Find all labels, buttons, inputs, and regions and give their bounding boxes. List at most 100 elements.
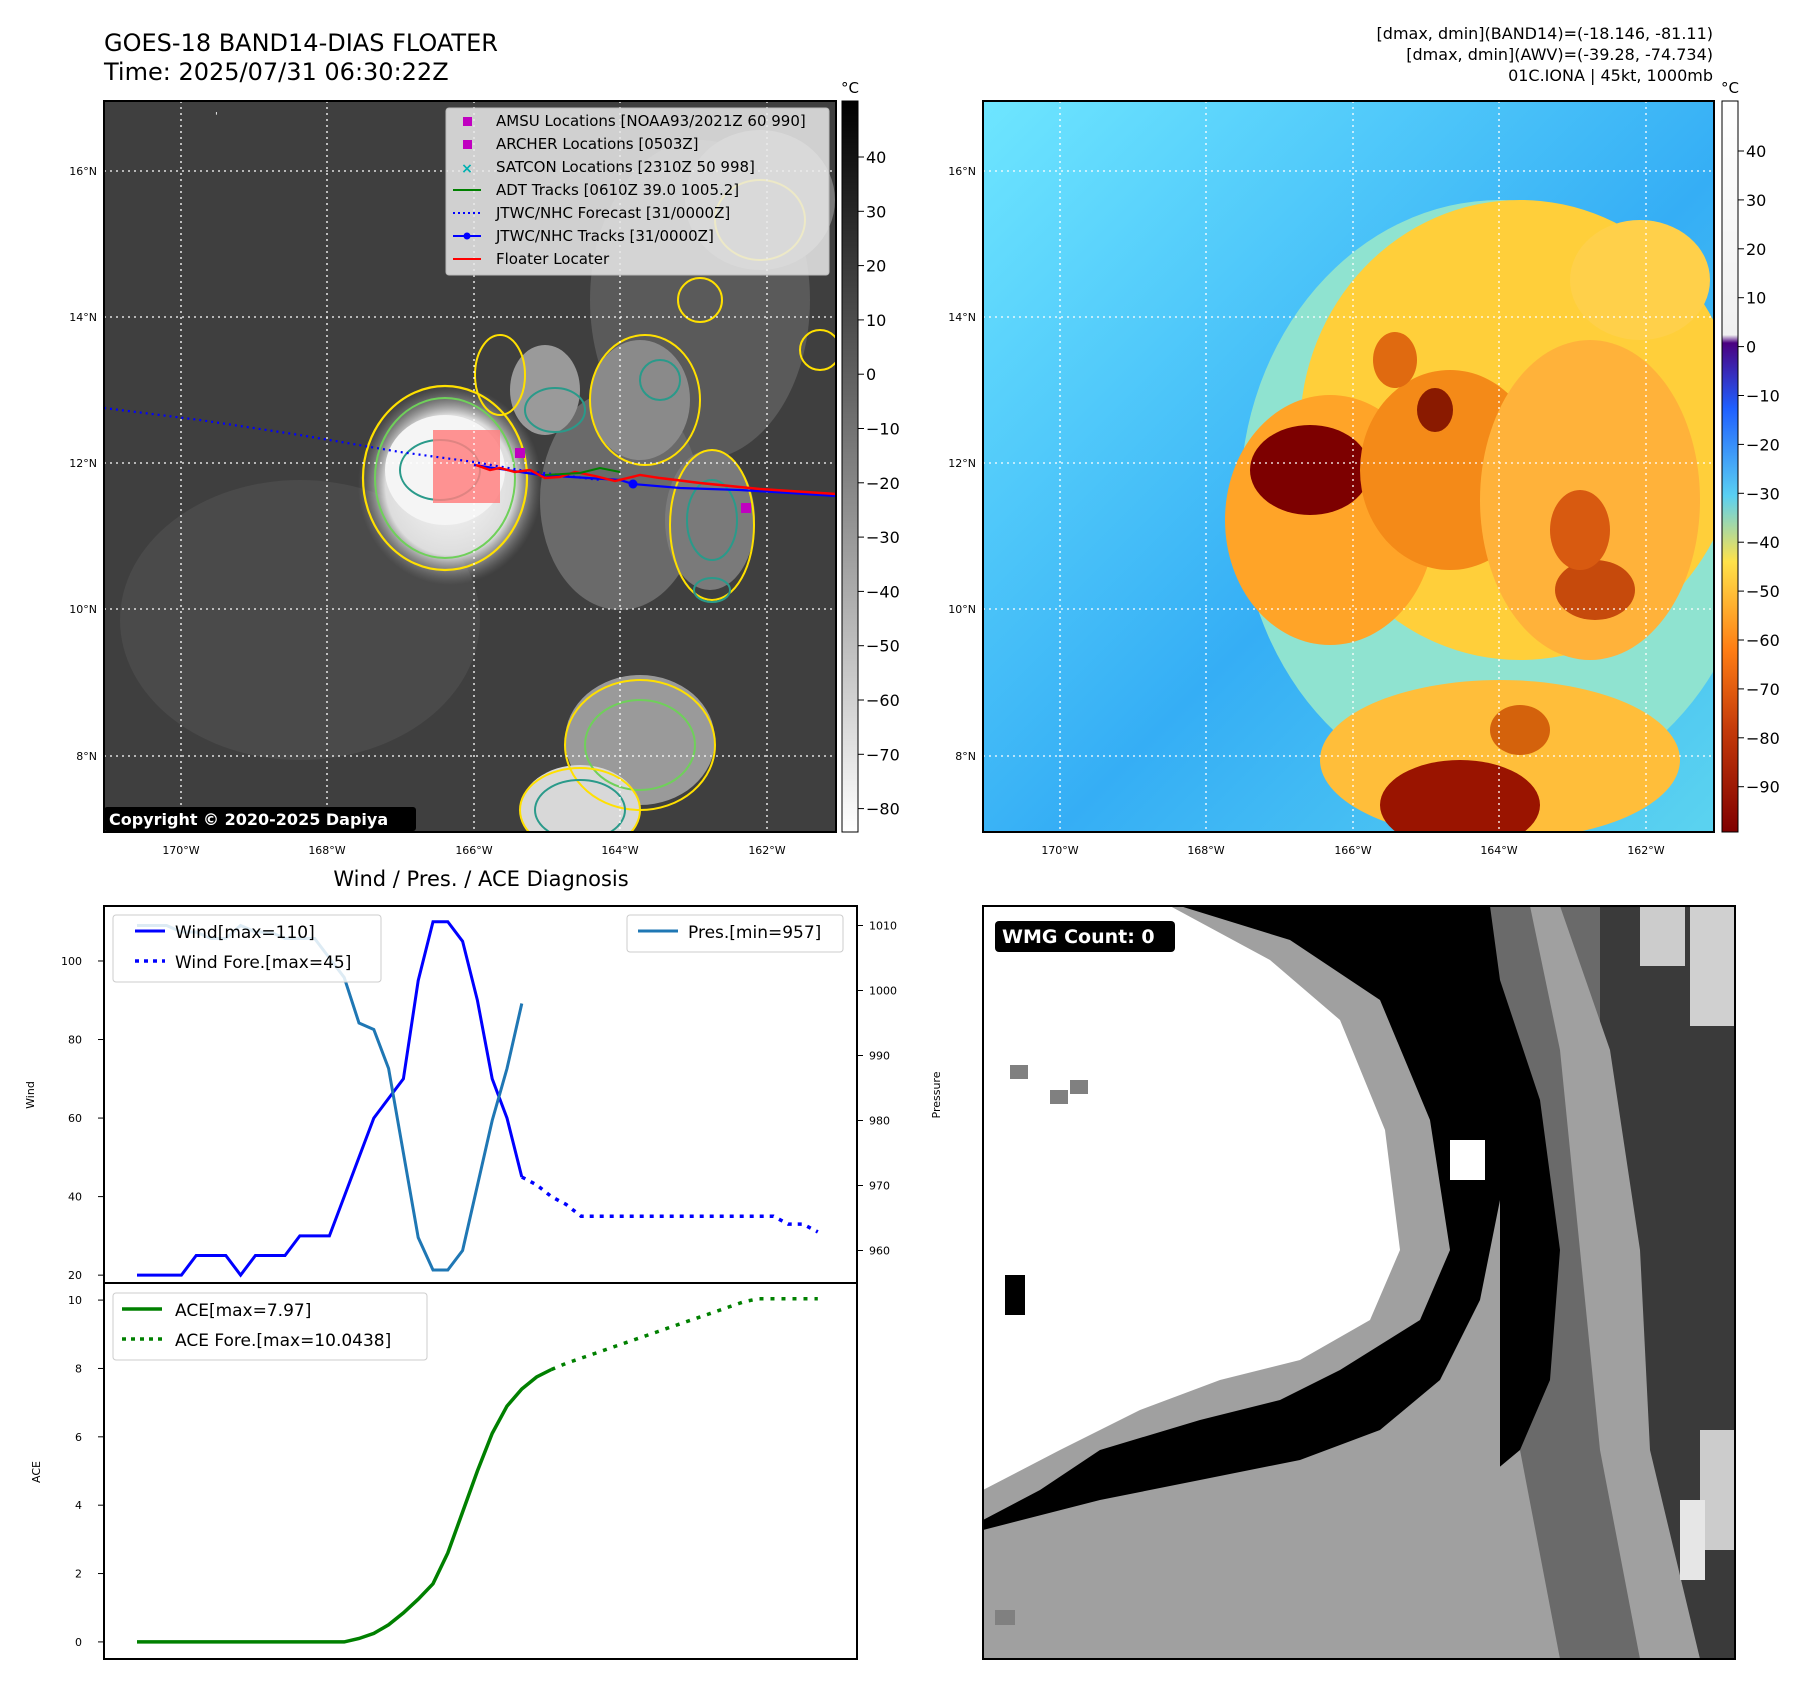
svg-text:16°N: 16°N	[69, 165, 97, 178]
jtwc-track-line	[473, 463, 836, 498]
pressure-ytick-label: 960	[869, 1245, 890, 1258]
legend-wind: Wind[max=110]	[175, 923, 315, 943]
archer-marker	[741, 503, 751, 513]
floater-locater-line	[475, 463, 836, 496]
ace-legend	[112, 1292, 428, 1361]
wind-legend	[112, 914, 382, 983]
awv-colorbar-tick-label: 0	[1746, 338, 1756, 357]
awv-colorbar-tick-label: −10	[1746, 387, 1780, 406]
track-point-marker	[628, 479, 638, 489]
ir-colorbar-tick-label: −10	[866, 420, 900, 439]
copyright-box	[104, 807, 416, 831]
ir-colorbar-tick-label: −50	[866, 637, 900, 656]
ace-ytick-label: 2	[75, 1568, 82, 1581]
svg-text:14°N: 14°N	[948, 311, 976, 324]
svg-text:170°W: 170°W	[162, 844, 199, 857]
ir-colorbar	[841, 100, 859, 833]
band14-range: [dmax, dmin](BAND14)=(-18.146, -81.11)	[1377, 24, 1713, 43]
svg-text:168°W: 168°W	[308, 844, 345, 857]
legend-forecast: JTWC/NHC Forecast [31/0000Z]	[495, 204, 730, 222]
storm-info: 01C.IONA | 45kt, 1000mb	[1508, 66, 1713, 85]
ace-series-line	[137, 1367, 553, 1644]
awv-colorbar-tick-label: −60	[1746, 631, 1780, 650]
legend-ace-forecast: ACE Fore.[max=10.0438]	[175, 1331, 391, 1351]
awv-lat-labels: 16°N 14°N 12°N 10°N 8°N	[948, 165, 976, 763]
svg-text:8°N: 8°N	[76, 750, 97, 763]
awv-colorbar-unit: °C	[1721, 79, 1739, 97]
awv-lon-labels: 170°W 168°W 166°W 164°W 162°W	[1041, 844, 1664, 857]
ir-colorbar-tick-label: −20	[866, 474, 900, 493]
ir-lat-labels: 16°N 14°N 12°N 10°N 8°N	[69, 165, 97, 763]
legend-adt: ADT Tracks [0610Z 39.0 1005.2]	[496, 181, 739, 199]
wmg-count-badge	[995, 921, 1175, 952]
wind-ylabel: Wind	[24, 1081, 37, 1109]
forecast-track-line	[104, 406, 601, 482]
diagnosis-title: Wind / Pres. / ACE Diagnosis	[333, 867, 628, 891]
wind-ytick-label: 20	[68, 1269, 82, 1282]
ir-colorbar-tick-label: 20	[866, 257, 886, 276]
ir-colorbar-tick-label: 10	[866, 311, 886, 330]
adt-track-line	[544, 466, 621, 476]
wind-forecast-series-line	[520, 1175, 819, 1234]
pressure-ytick-label: 970	[869, 1180, 890, 1193]
figure-time: Time: 2025/07/31 06:30:22Z	[103, 58, 449, 86]
svg-text:16°N: 16°N	[948, 165, 976, 178]
ace-ylabel: ACE	[30, 1461, 43, 1483]
ace-ytick-label: 10	[68, 1294, 82, 1307]
ir-colorbar-tick-label: −40	[866, 582, 900, 601]
awv-colorbar-tick-label: 20	[1746, 240, 1766, 259]
awv-colorbar-tick-label: −20	[1746, 435, 1780, 454]
ir-colorbar-tick-label: 0	[866, 365, 876, 384]
ir-map-panel: ' AMSU Locations [NOAA93/2021Z 60 990] A…	[69, 79, 900, 857]
legend-archer: ARCHER Locations [0503Z]	[496, 135, 699, 153]
awv-colorbar-tick-label: −80	[1746, 729, 1780, 748]
wind-ytick-label: 100	[61, 955, 82, 968]
pressure-ylabel: Pressure	[930, 1071, 943, 1118]
wind-pressure-chart: 20 40 60 80 100 960 970 980 990 1000 1010 Wind Pre…	[24, 905, 943, 1284]
ace-chart: 0 2 4 6 8 10 ACE ACE[max=7.97] ACE Fore.[max=…	[30, 1282, 858, 1660]
ace-ytick-label: 0	[75, 1636, 82, 1649]
pressure-ytick-label: 980	[869, 1115, 890, 1128]
pressure-ytick-label: 990	[869, 1050, 890, 1063]
ace-forecast-series-line	[550, 1296, 818, 1372]
pressure-ytick-label: 1010	[869, 920, 897, 933]
awv-colorbar-tick-label: 30	[1746, 191, 1766, 210]
awv-colorbar-tick-label: −30	[1746, 484, 1780, 503]
awv-map-panel: 16°N 14°N 12°N 10°N 8°N 170°W 168°W 166°…	[948, 79, 1780, 857]
svg-text:164°W: 164°W	[601, 844, 638, 857]
ir-colorbar-unit: °C	[841, 79, 859, 97]
legend-satcon: SATCON Locations [2310Z 50 998]	[496, 158, 755, 176]
ir-colorbar-tick-label: −70	[866, 745, 900, 764]
wind-ytick-label: 60	[68, 1112, 82, 1125]
awv-colorbar-ticks: 40 30 20 10 0 −10 −20 −30 −40 −50 −60 −70 −80 −90	[1738, 142, 1780, 797]
ace-ytick-label: 6	[75, 1431, 82, 1444]
svg-text:170°W: 170°W	[1041, 844, 1078, 857]
pressure-ytick-label: 1000	[869, 985, 897, 998]
ir-colorbar-ticks: 40 30 20 10 0 −10 −20 −30 −40 −50 −60 −70 −80	[858, 148, 900, 819]
legend-ace: ACE[max=7.97]	[175, 1301, 311, 1321]
ir-colorbar-tick-label: −30	[866, 528, 900, 547]
wmg-frame	[982, 905, 1736, 1660]
wind-ytick-label: 40	[68, 1191, 82, 1204]
svg-text:162°W: 162°W	[748, 844, 785, 857]
wmg-count-text: WMG Count: 0	[1002, 926, 1155, 948]
svg-text:10°N: 10°N	[69, 603, 97, 616]
awv-gridlines	[983, 101, 1714, 832]
square-marker-icon	[463, 140, 472, 149]
pressure-legend	[626, 914, 844, 953]
awv-colorbar-tick-label: −70	[1746, 680, 1780, 699]
amsu-marker	[515, 448, 525, 458]
awv-colorbar-tick-label: −50	[1746, 582, 1780, 601]
wmg-panel: WMG Count: 0	[982, 905, 1736, 1660]
awv-imagery	[983, 101, 1714, 832]
awv-colorbar	[1721, 100, 1739, 833]
awv-colorbar-tick-label: −40	[1746, 533, 1780, 552]
legend-tracks: JTWC/NHC Tracks [31/0000Z]	[495, 227, 714, 245]
wmg-imagery	[983, 906, 1735, 1659]
ace-ytick-label: 8	[75, 1362, 82, 1375]
svg-text:168°W: 168°W	[1187, 844, 1224, 857]
ir-lon-labels: 170°W 168°W 166°W 164°W 162°W	[162, 844, 785, 857]
ir-colorbar-tick-label: −60	[866, 691, 900, 710]
svg-text:166°W: 166°W	[1334, 844, 1371, 857]
